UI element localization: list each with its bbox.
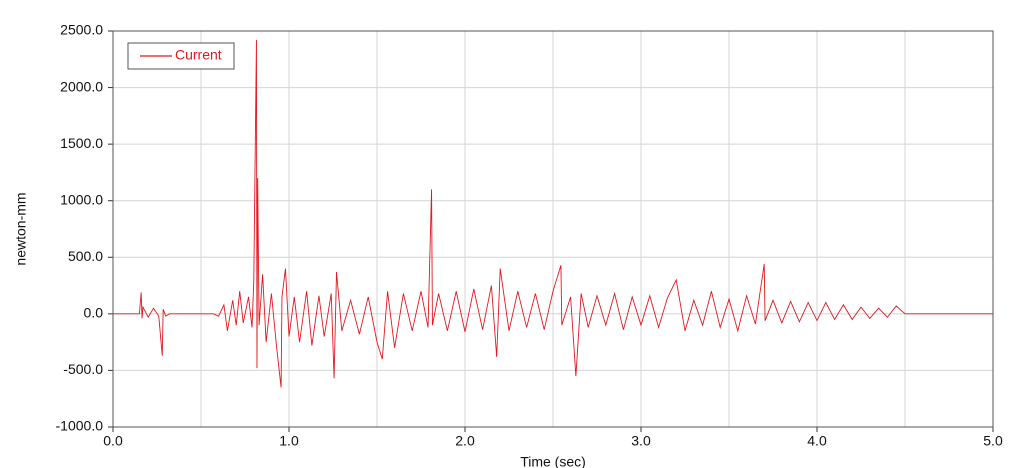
y-axis-label: newton-mm: [13, 192, 29, 265]
x-tick-label: 3.0: [631, 433, 651, 449]
x-tick-label: 5.0: [983, 433, 1003, 449]
legend-box: [127, 42, 235, 70]
x-tick-label: 0.0: [103, 433, 123, 449]
y-tick-label: 2000.0: [60, 78, 103, 94]
x-tick-label: 1.0: [279, 433, 299, 449]
y-tick-label: 500.0: [68, 248, 103, 264]
data-line: [113, 40, 993, 388]
plot-frame: [112, 30, 994, 428]
y-tick-label: 1500.0: [60, 135, 103, 151]
y-tick-label: 2500.0: [60, 22, 103, 38]
x-tick-label: 4.0: [807, 433, 827, 449]
y-tick-label: -1000.0: [56, 418, 104, 434]
legend-label: Current: [175, 47, 222, 63]
x-axis-label: Time (sec): [520, 454, 586, 468]
y-tick-label: 1000.0: [60, 191, 103, 207]
y-tick-label: -500.0: [63, 361, 103, 377]
x-tick-label: 2.0: [455, 433, 475, 449]
y-tick-label: 0.0: [84, 305, 104, 321]
